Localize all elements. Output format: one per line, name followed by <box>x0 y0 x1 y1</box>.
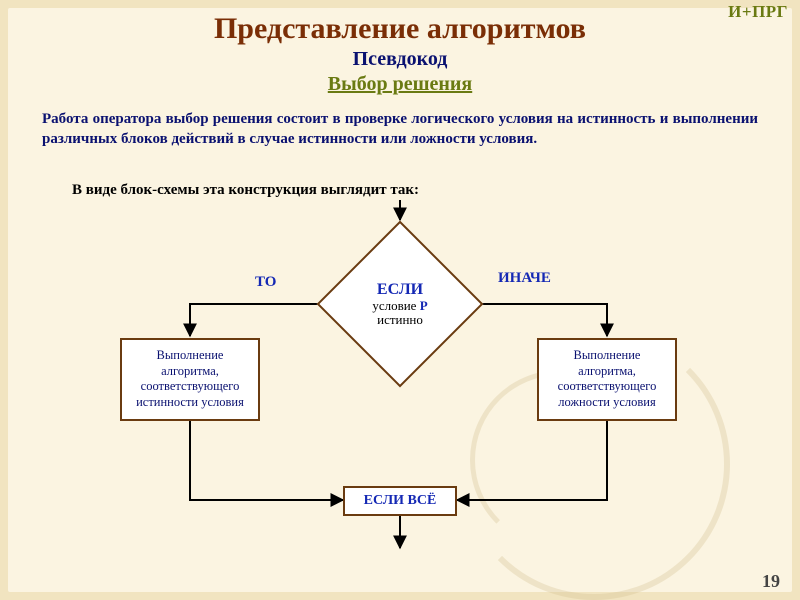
edge-label-then: ТО <box>255 274 276 291</box>
lead-sentence: В виде блок-схемы эта конструкция выгляд… <box>72 182 419 199</box>
intro-paragraph: Работа оператора выбор решения состоит в… <box>42 110 758 149</box>
node-merge: ЕСЛИ ВСЁ <box>343 486 457 516</box>
title-block: Представление алгоритмов Псевдокод Выбор… <box>0 12 800 96</box>
decision-line3: истинно <box>377 313 423 327</box>
page-subsub: Выбор решения <box>0 73 800 96</box>
decision-line2b: Р <box>420 298 428 313</box>
page-subtitle: Псевдокод <box>0 48 800 71</box>
edge-label-else: ИНАЧЕ <box>498 270 551 287</box>
page-number: 19 <box>762 571 780 592</box>
page-title: Представление алгоритмов <box>0 12 800 46</box>
decision-line2: условие Р <box>372 299 427 313</box>
decision-line2a: условие <box>372 298 419 313</box>
flowchart-canvas: ТО ИНАЧЕ ЕСЛИ условие Р истинно Выполнен… <box>0 200 800 570</box>
decision-line1: ЕСЛИ <box>377 281 423 299</box>
node-then-box: Выполнение алгоритма, соответствующего и… <box>120 338 260 421</box>
node-else-box: Выполнение алгоритма, соответствующего л… <box>537 338 677 421</box>
